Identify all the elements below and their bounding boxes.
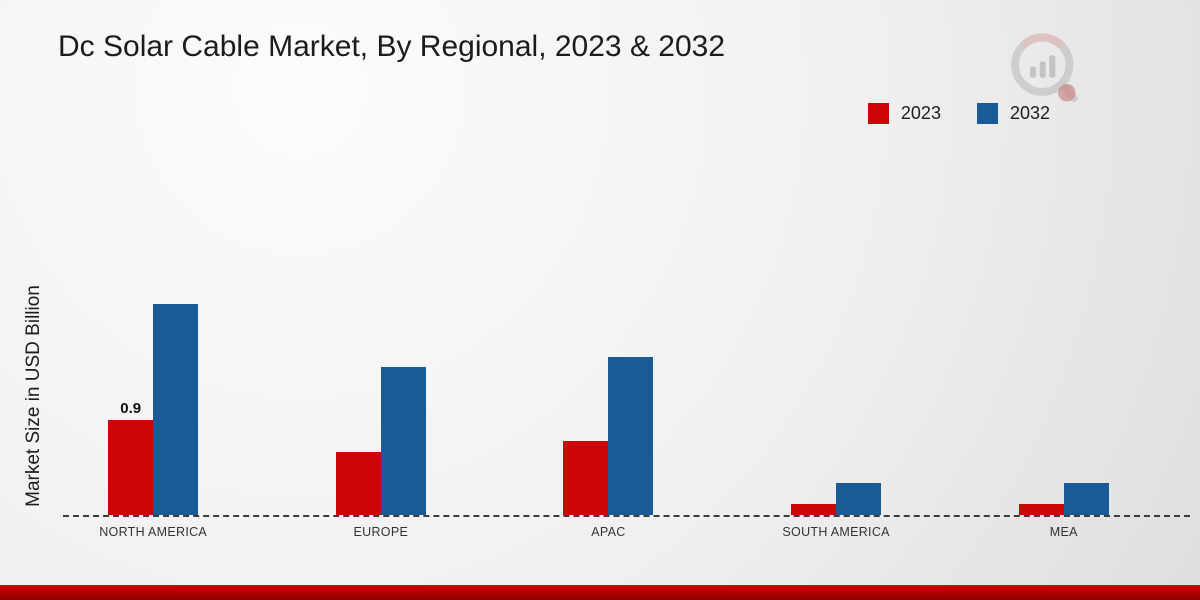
- bar-2032: [608, 357, 654, 515]
- bar-2032: [153, 304, 199, 515]
- brand-logo-icon: [1011, 33, 1078, 102]
- bar-2032: [380, 367, 426, 515]
- bar-2023: 0.9: [108, 400, 154, 515]
- bar-2023: [335, 452, 381, 515]
- bar-2023: [563, 441, 609, 515]
- legend-swatch-2023: [867, 103, 889, 124]
- bar-value-label: 0.9: [120, 400, 142, 417]
- category-label: MEA: [1049, 525, 1078, 539]
- category-label: SOUTH AMERICA: [782, 525, 890, 539]
- legend-item-2032: 2032: [976, 103, 1050, 124]
- bar-group: SOUTH AMERICA: [782, 283, 889, 539]
- bar-group: 0.9 NORTH AMERICA: [99, 283, 207, 539]
- y-axis-label: Market Size in USD Billion: [23, 285, 44, 507]
- bar-group: APAC: [563, 283, 654, 539]
- bar-2032: [836, 483, 882, 515]
- category-label: NORTH AMERICA: [99, 525, 208, 539]
- bar-2023: [791, 504, 837, 515]
- chart-title: Dc Solar Cable Market, By Regional, 2023…: [58, 30, 726, 63]
- bar-group: MEA: [1018, 283, 1109, 539]
- legend-label-2032: 2032: [1009, 103, 1050, 123]
- category-label: APAC: [591, 525, 626, 539]
- bar-2023: [1018, 504, 1064, 515]
- legend-swatch-2032: [976, 103, 998, 124]
- plot-area: 0.9 NORTH AMERICA EUROPE APAC SOUTH AMERICA M…: [63, 283, 1190, 539]
- category-label: EUROPE: [353, 525, 409, 539]
- bar-group: EUROPE: [335, 283, 426, 539]
- legend: 2023 2032: [867, 103, 1050, 124]
- legend-label-2023: 2023: [900, 103, 941, 123]
- footer-strip: [0, 585, 1200, 600]
- bar-2032: [1063, 483, 1109, 515]
- legend-item-2023: 2023: [867, 103, 941, 124]
